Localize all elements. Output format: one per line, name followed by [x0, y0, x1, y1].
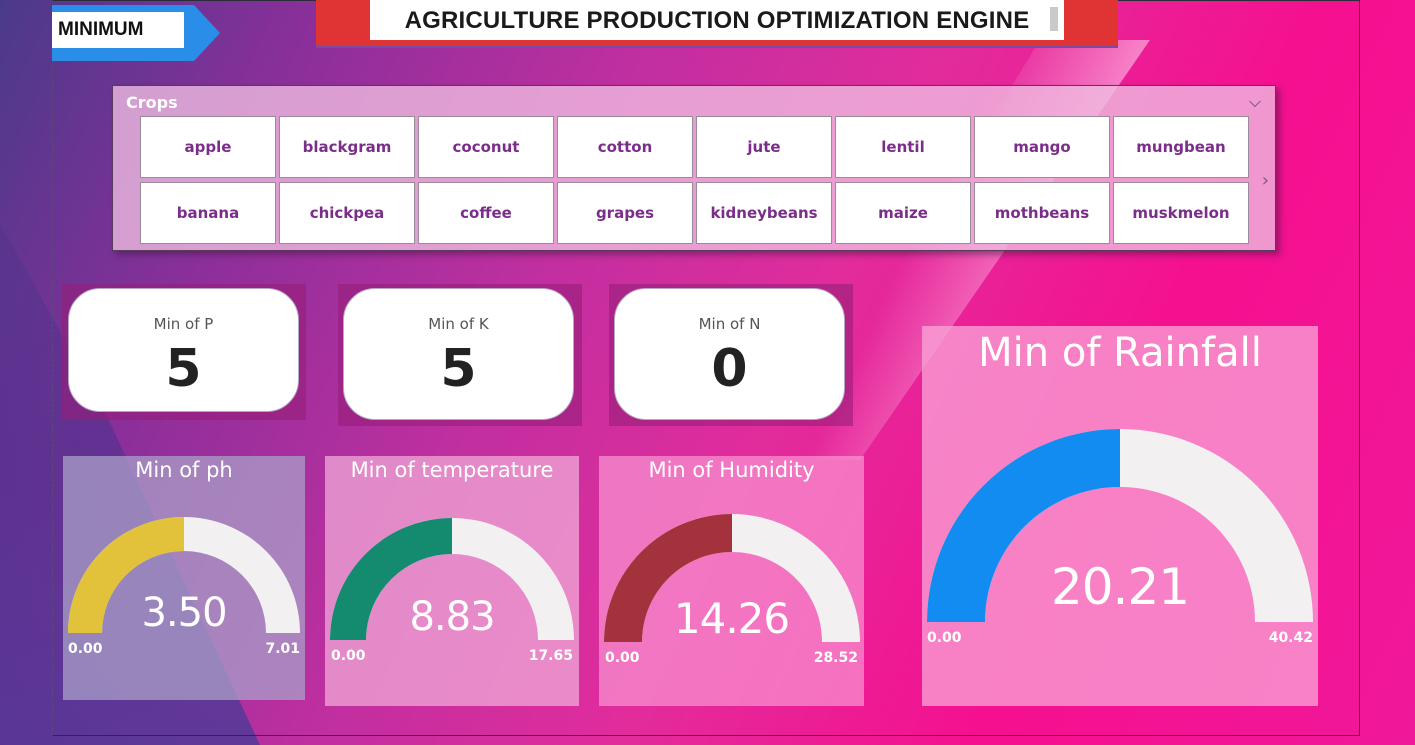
- gauge-fill: [330, 518, 452, 640]
- gauge-max: 40.42: [1268, 630, 1313, 646]
- kpi-card-n: Min of N 0: [614, 288, 845, 420]
- gauge-max: 7.01: [265, 641, 300, 657]
- kpi-value: 5: [440, 339, 477, 399]
- crop-item-apple[interactable]: apple: [140, 116, 276, 178]
- crop-item-jute[interactable]: jute: [696, 116, 832, 178]
- crop-item-lentil[interactable]: lentil: [835, 116, 971, 178]
- gauge-humidity: [604, 514, 860, 642]
- crop-item-kidneybeans[interactable]: kidneybeans: [696, 182, 832, 244]
- gauge-min: 0.00: [68, 641, 103, 657]
- gauge-fill: [604, 514, 732, 642]
- crop-item-chickpea[interactable]: chickpea: [279, 182, 415, 244]
- kpi-label: Min of P: [153, 315, 214, 333]
- crop-item-blackgram[interactable]: blackgram: [279, 116, 415, 178]
- gauge-title: Min of ph: [135, 458, 233, 482]
- gauge-max: 17.65: [528, 648, 573, 664]
- gauge-temperature: [330, 517, 574, 640]
- gauge-panel-temperature: Min of temperature 8.83 0.00 17.65: [325, 456, 579, 706]
- gauge-rainfall: [927, 429, 1313, 622]
- gauge-value: 20.21: [1050, 558, 1190, 616]
- chevron-down-icon[interactable]: ⌵: [1248, 92, 1261, 111]
- chevron-right-icon[interactable]: ›: [1261, 170, 1269, 191]
- kpi-label: Min of N: [698, 315, 761, 333]
- crop-item-maize[interactable]: maize: [835, 182, 971, 244]
- kpi-value: 5: [165, 339, 202, 399]
- gauge-ph: [68, 517, 300, 633]
- gauge-fill: [927, 429, 1120, 622]
- gauge-panel-ph: Min of ph 3.50 0.00 7.01: [63, 456, 305, 700]
- crop-item-coffee[interactable]: coffee: [418, 182, 554, 244]
- crop-item-banana[interactable]: banana: [140, 182, 276, 244]
- page-title: AGRICULTURE PRODUCTION OPTIMIZATION ENGI…: [370, 0, 1064, 40]
- gauge-min: 0.00: [605, 650, 640, 666]
- crop-item-grapes[interactable]: grapes: [557, 182, 693, 244]
- gauge-min: 0.00: [331, 648, 366, 664]
- kpi-value: 0: [711, 339, 748, 399]
- gauge-value: 8.83: [409, 594, 495, 640]
- crops-slicer: Crops ⌵ › apple blackgram coconut cotton…: [112, 85, 1276, 251]
- crop-item-mango[interactable]: mango: [974, 116, 1110, 178]
- gauge-panel-rainfall: Min of Rainfall 20.21 0.00 40.42: [922, 326, 1318, 706]
- kpi-card-p: Min of P 5: [68, 288, 299, 412]
- gauge-value: 3.50: [141, 590, 227, 636]
- page-tag-label: MINIMUM: [52, 12, 184, 48]
- crop-button-grid: apple blackgram coconut cotton jute lent…: [140, 116, 1249, 244]
- gauge-title: Min of temperature: [350, 458, 554, 482]
- crop-item-mungbean[interactable]: mungbean: [1113, 116, 1249, 178]
- crop-item-cotton[interactable]: cotton: [557, 116, 693, 178]
- kpi-label: Min of K: [428, 315, 489, 333]
- title-marker: [1050, 7, 1058, 31]
- gauge-fill: [68, 517, 184, 633]
- crop-item-muskmelon[interactable]: muskmelon: [1113, 182, 1249, 244]
- kpi-card-k: Min of K 5: [343, 288, 574, 420]
- gauge-max: 28.52: [813, 650, 858, 666]
- gauge-min: 0.00: [927, 630, 962, 646]
- gauge-title: Min of Rainfall: [978, 330, 1262, 376]
- slicer-title: Crops: [126, 93, 178, 112]
- gauge-value: 14.26: [673, 594, 790, 643]
- gauge-title: Min of Humidity: [648, 458, 815, 482]
- gauge-panel-humidity: Min of Humidity 14.26 0.00 28.52: [599, 456, 864, 706]
- crop-item-coconut[interactable]: coconut: [418, 116, 554, 178]
- crop-item-mothbeans[interactable]: mothbeans: [974, 182, 1110, 244]
